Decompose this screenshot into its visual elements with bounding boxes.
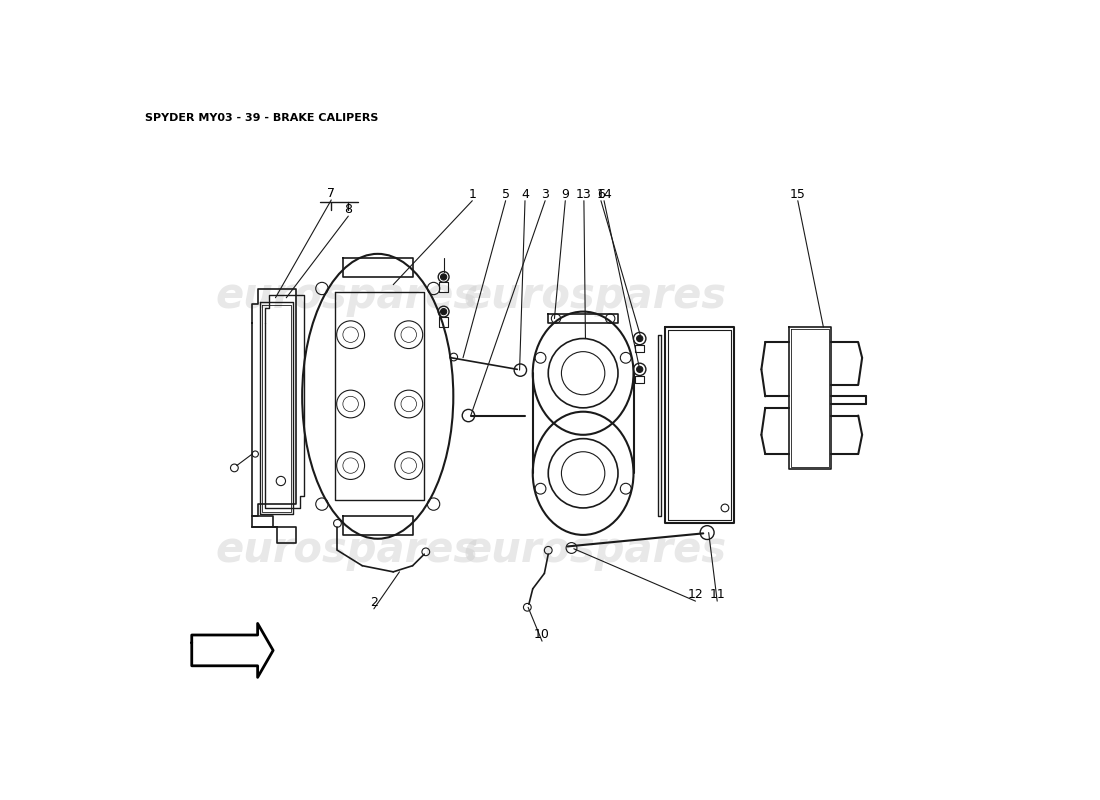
Text: 4: 4	[521, 188, 529, 201]
Text: eurospares: eurospares	[463, 530, 726, 571]
Circle shape	[637, 366, 642, 373]
Text: 12: 12	[688, 589, 703, 602]
Text: 9: 9	[561, 188, 569, 201]
Text: 5: 5	[502, 188, 509, 201]
Text: 1: 1	[469, 188, 476, 201]
Circle shape	[440, 309, 447, 314]
Text: 10: 10	[535, 629, 550, 642]
Text: 15: 15	[790, 188, 805, 201]
Text: 8: 8	[344, 203, 352, 217]
Text: eurospares: eurospares	[216, 530, 478, 571]
Circle shape	[637, 335, 642, 342]
Text: 6: 6	[597, 188, 605, 201]
Text: 13: 13	[576, 188, 592, 201]
Text: SPYDER MY03 - 39 - BRAKE CALIPERS: SPYDER MY03 - 39 - BRAKE CALIPERS	[145, 113, 378, 123]
Text: eurospares: eurospares	[463, 275, 726, 318]
Text: 2: 2	[370, 596, 377, 609]
Text: 3: 3	[541, 188, 549, 201]
Text: 14: 14	[596, 188, 612, 201]
Text: 11: 11	[710, 589, 725, 602]
Text: 7: 7	[328, 187, 336, 200]
Text: eurospares: eurospares	[216, 275, 478, 318]
Circle shape	[440, 274, 447, 280]
